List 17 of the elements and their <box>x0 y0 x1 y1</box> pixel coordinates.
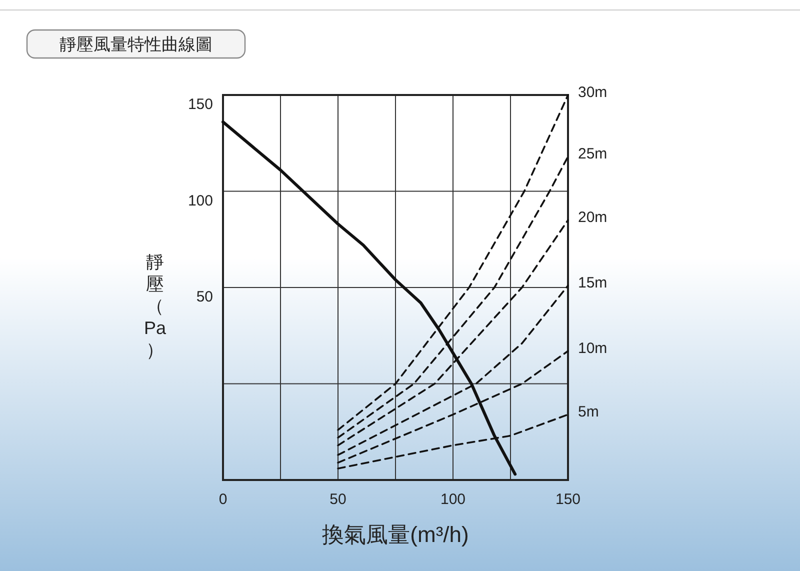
y-tick-label: 150 <box>188 96 213 113</box>
series-label: 25m <box>578 146 608 163</box>
chart-title: 靜壓風量特性曲線圖 <box>60 35 212 54</box>
series-label: 30m <box>578 84 608 101</box>
series-label: 5m <box>578 404 599 421</box>
x-tick-label: 150 <box>555 491 581 508</box>
series-label: 20m <box>578 209 608 226</box>
title: 靜壓風量特性曲線圖 <box>26 29 246 59</box>
x-tick-label: 100 <box>440 491 466 508</box>
series-label: 10m <box>578 340 608 358</box>
x-axis-title: 換氣風量(m³/h) <box>322 522 469 547</box>
series-label: 15m <box>578 274 608 292</box>
y-axis-title: 靜壓（Pa） <box>144 252 167 360</box>
y-tick-label: 100 <box>188 192 213 210</box>
x-tick-label: 0 <box>218 491 228 508</box>
y-tick-label: 50 <box>196 288 213 306</box>
x-tick-label: 50 <box>330 491 346 508</box>
